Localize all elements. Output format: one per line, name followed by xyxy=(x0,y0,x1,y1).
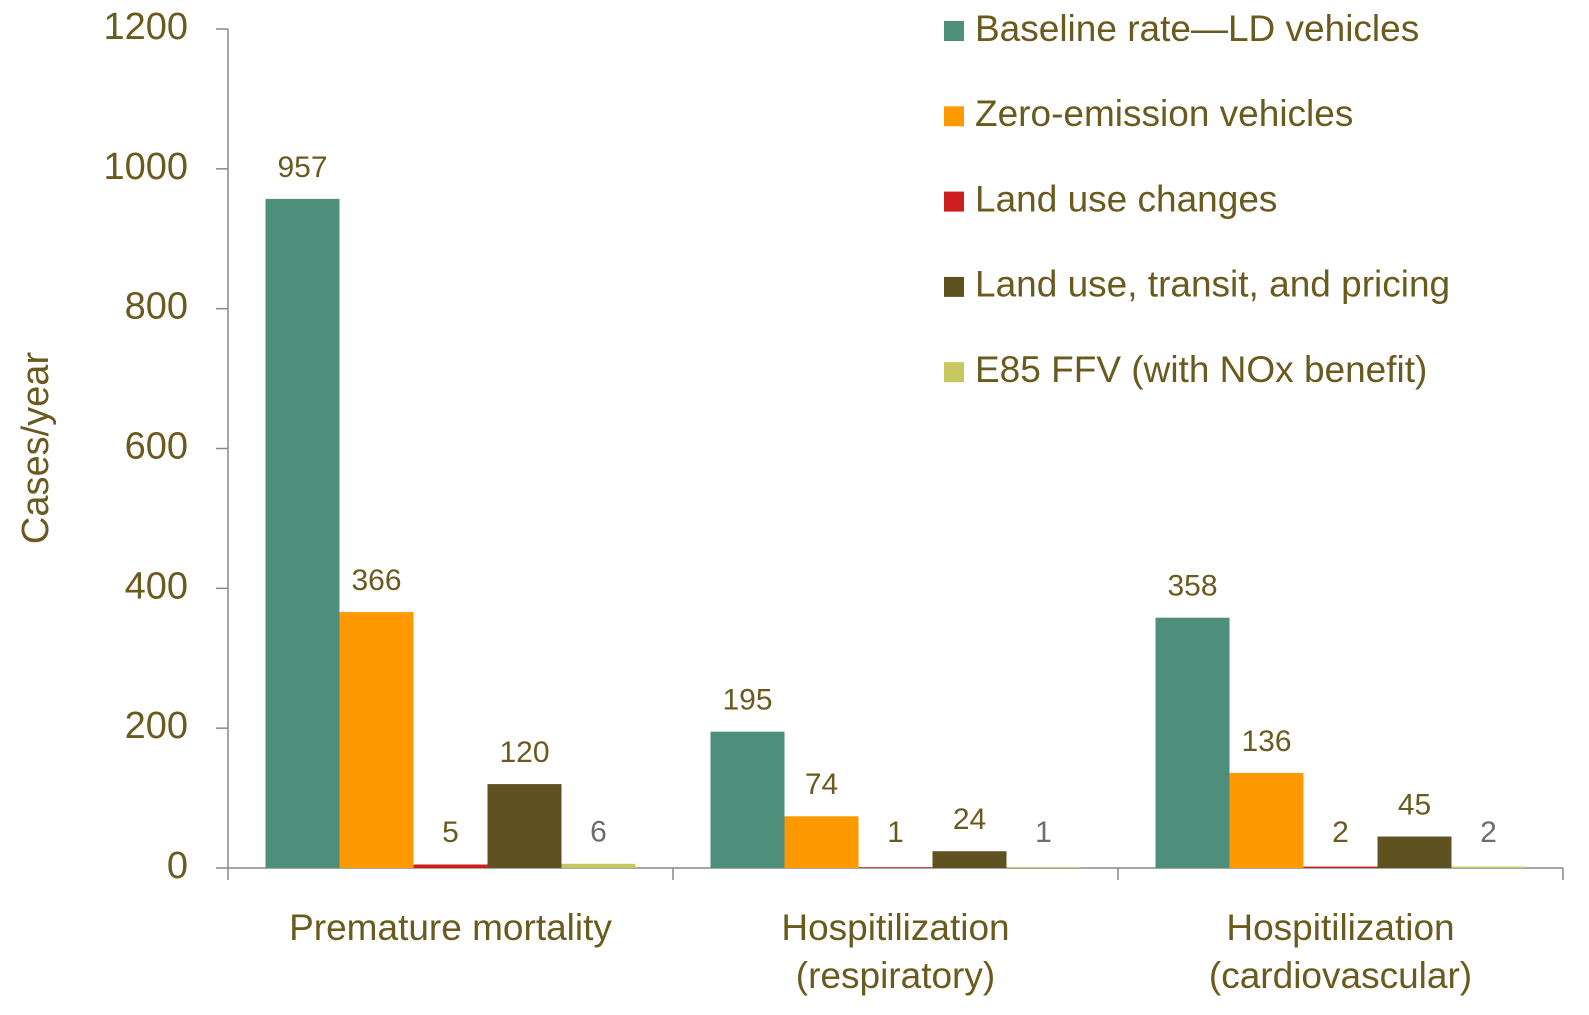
bar xyxy=(561,863,636,868)
y-tick-label: 0 xyxy=(167,845,188,887)
bar xyxy=(1229,772,1304,868)
value-label: 1 xyxy=(1035,816,1052,849)
x-tick-label: Hospitilization (respiratory) xyxy=(781,907,1010,996)
value-label: 136 xyxy=(1241,725,1291,758)
legend-swatch xyxy=(944,21,964,41)
bar xyxy=(487,784,562,868)
value-label: 2 xyxy=(1480,816,1497,849)
legend-label: Baseline rate—LD vehicles xyxy=(975,8,1419,49)
bar xyxy=(413,864,488,868)
value-label: 366 xyxy=(351,564,401,597)
y-tick-label: 200 xyxy=(125,705,188,747)
bar xyxy=(1451,866,1526,868)
value-label: 358 xyxy=(1167,570,1217,603)
bar xyxy=(1006,867,1081,868)
bar xyxy=(858,867,933,868)
x-tick-label: Hospitilization (cardiovascular) xyxy=(1208,907,1473,996)
value-label: 5 xyxy=(442,816,459,849)
bar xyxy=(339,612,414,868)
y-axis-label: Cases/year xyxy=(15,352,57,545)
legend-label: Land use, transit, and pricing xyxy=(975,264,1450,305)
legend-swatch xyxy=(944,191,964,212)
y-tick-label: 400 xyxy=(125,565,188,607)
value-label: 2 xyxy=(1332,816,1349,849)
bar xyxy=(932,851,1007,868)
bar xyxy=(710,731,785,868)
y-tick-label: 1200 xyxy=(103,6,188,48)
value-label: 957 xyxy=(277,151,327,184)
legend-label: Land use changes xyxy=(975,178,1277,219)
value-label: 1 xyxy=(887,816,904,849)
legend-swatch xyxy=(944,276,964,297)
value-label: 45 xyxy=(1398,788,1431,821)
bar xyxy=(1303,866,1378,868)
y-tick-label: 600 xyxy=(125,426,188,468)
value-label: 195 xyxy=(722,684,772,717)
legend-label: Zero-emission vehicles xyxy=(975,93,1353,134)
legend-swatch xyxy=(944,106,964,127)
bar xyxy=(784,816,859,868)
legend-swatch xyxy=(944,362,964,383)
bar xyxy=(265,198,340,868)
value-label: 120 xyxy=(499,736,549,769)
bar xyxy=(1155,617,1230,868)
bar xyxy=(1377,836,1452,868)
y-tick-label: 1000 xyxy=(103,146,188,188)
value-label: 24 xyxy=(953,803,986,836)
value-label: 74 xyxy=(805,768,838,801)
value-label: 6 xyxy=(590,816,607,849)
y-tick-label: 800 xyxy=(125,286,188,328)
legend-label: E85 FFV (with NOx benefit) xyxy=(975,349,1427,390)
x-tick-label: Premature mortality xyxy=(289,907,612,948)
